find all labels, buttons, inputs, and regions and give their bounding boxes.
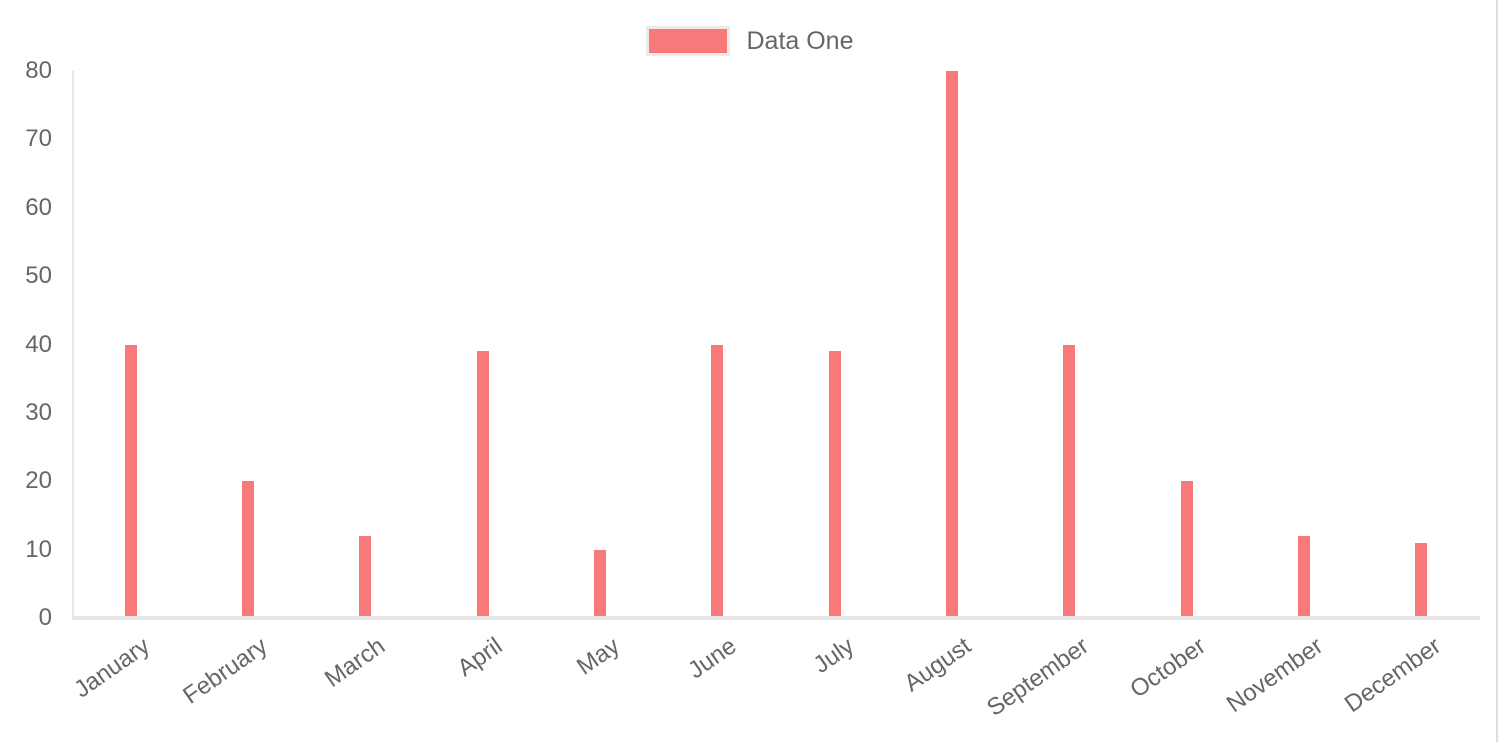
y-tick-label: 70 — [25, 125, 52, 153]
legend-color-swatch — [646, 26, 731, 56]
category-cell — [424, 71, 541, 618]
bar-april[interactable] — [476, 351, 489, 618]
bar-november[interactable] — [1297, 535, 1310, 618]
bar-september[interactable] — [1063, 344, 1076, 618]
x-tick-label-july: July — [808, 632, 860, 679]
category-cell — [1128, 71, 1245, 618]
category-cell — [659, 71, 776, 618]
bar-may[interactable] — [593, 549, 606, 618]
y-tick-label: 80 — [25, 57, 52, 84]
legend[interactable]: Data One — [0, 26, 1500, 56]
x-tick-label-june: June — [683, 632, 742, 685]
y-tick-label: 40 — [25, 330, 52, 358]
page-right-border — [1496, 0, 1498, 742]
bar-june[interactable] — [711, 344, 724, 618]
bar-february[interactable] — [241, 481, 254, 618]
x-tick-label-december: December — [1339, 632, 1446, 718]
bar-january[interactable] — [124, 344, 137, 618]
category-cell — [189, 71, 306, 618]
category-cell — [776, 71, 893, 618]
bar-july[interactable] — [828, 351, 841, 618]
x-tick-label-october: October — [1125, 632, 1212, 704]
category-cell — [1245, 71, 1362, 618]
y-axis: 0 10 20 30 40 50 60 70 80 — [0, 59, 52, 630]
x-tick-label-november: November — [1222, 632, 1329, 718]
plot-area — [72, 71, 1480, 620]
y-tick-label: 10 — [25, 535, 52, 563]
y-tick-label: 50 — [25, 262, 52, 290]
category-cell — [1363, 71, 1480, 618]
x-tick-label-january: January — [69, 632, 156, 704]
bar-march[interactable] — [359, 535, 372, 618]
category-cell — [1011, 71, 1128, 618]
x-tick-label-march: March — [319, 632, 390, 693]
y-axis-line — [72, 71, 74, 618]
category-cell — [893, 71, 1010, 618]
legend-label: Data One — [746, 27, 854, 55]
x-tick-label-august: August — [899, 632, 977, 698]
bar-october[interactable] — [1180, 481, 1193, 618]
x-tick-label-may: May — [571, 632, 625, 681]
x-tick-label-september: September — [982, 632, 1094, 722]
bars-row — [72, 71, 1480, 618]
category-cell — [307, 71, 424, 618]
x-axis: January February March April May June July Augu… — [69, 618, 1480, 742]
y-tick-label: 20 — [25, 467, 52, 495]
y-tick-label: 60 — [25, 193, 52, 221]
y-tick-label: 0 — [38, 604, 52, 631]
x-axis-line — [72, 616, 1480, 620]
bar-august[interactable] — [945, 71, 958, 618]
x-tick-label-february: February — [178, 632, 273, 710]
category-cell — [541, 71, 658, 618]
x-tick-label-april: April — [452, 632, 508, 683]
y-tick-label: 30 — [25, 398, 52, 426]
category-cell — [72, 71, 189, 618]
bar-december[interactable] — [1415, 542, 1428, 618]
